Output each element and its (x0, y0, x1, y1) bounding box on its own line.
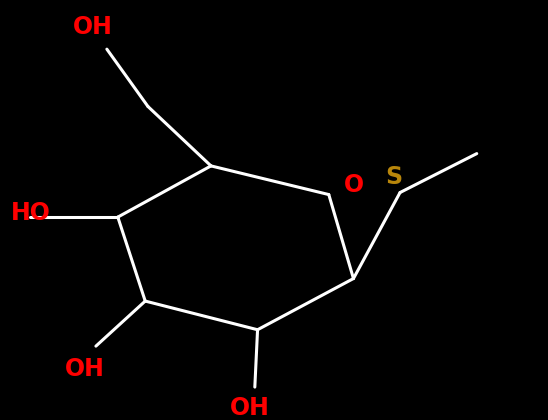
Text: HO: HO (11, 201, 51, 225)
Text: O: O (344, 173, 363, 197)
Text: OH: OH (65, 357, 105, 381)
Text: OH: OH (230, 396, 269, 420)
Text: S: S (385, 165, 402, 189)
Text: OH: OH (73, 15, 113, 39)
